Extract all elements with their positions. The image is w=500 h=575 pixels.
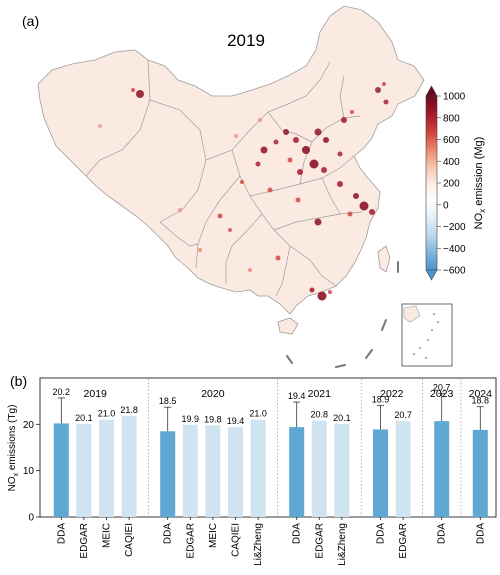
colorbar-tick-label: −400 [443,244,466,255]
x-tick-label: DDA [376,523,387,544]
taiwan-island [377,245,391,273]
panel-a: (a) 2019 [22,5,487,368]
bar-value-label: 21.0 [249,409,267,419]
colorbar-tick-label: −600 [443,266,466,277]
colorbar-max-extend [425,85,438,97]
panel-b: (b) NOx emissions (Tg) 0 10 20 20.2 DDA 20.1 E… [7,373,497,566]
bar-dda-2020 [160,431,176,517]
group-year-label: 2024 [469,388,493,400]
bar-edgar-2021 [311,420,327,517]
colorbar-tick-label: 0 [443,200,449,211]
y-tick-label: 0 [28,513,34,524]
x-tick-label: EDGAR [185,523,196,559]
x-tick-label: MEIC [208,523,219,548]
bar-value-label: 18.8 [472,396,490,406]
bar-value-label: 18.9 [372,394,390,404]
colorbar-ramp [425,95,438,271]
china-mainland [37,5,425,315]
bar-meic-2020 [205,425,221,517]
bar-dda-2022 [373,429,388,517]
colorbar-tick-label: 400 [443,157,460,168]
x-tick-label: DDA [292,523,303,544]
bar-plot-frame [39,377,497,518]
bar-value-label: 20.7 [394,410,412,420]
bar-value-label: 20.1 [333,413,351,423]
x-tick-label: DDA [475,523,486,544]
x-tick-label: CAQIEI [124,523,135,557]
bar-edgar-2022 [395,421,411,517]
bar-edgar-2019 [76,423,92,517]
bar-dda-2024 [472,429,488,517]
bar-caqiei-2020 [228,427,243,517]
panel-a-label: (a) [22,13,39,29]
group-year-label: 2019 [84,388,108,400]
colorbar-min-extend [425,269,438,281]
south-china-sea-dashes [286,261,399,368]
colorbar-tick-label: 800 [443,113,460,124]
x-tick-label: DDA [437,523,448,544]
group-year-label: 2022 [380,388,404,400]
x-tick-label: DDA [56,523,67,544]
y-tick-label: 10 [23,466,35,477]
hainan-island [277,317,299,335]
group-year-label: 2021 [308,388,332,400]
bar-value-label: 19.9 [182,414,200,424]
bar-value-label: 18.5 [159,396,177,406]
south-china-sea-inset [401,303,453,367]
x-tick-label: MEIC [102,523,113,548]
bar-value-label: 20.7 [433,382,451,392]
bar-li-zheng-2021 [334,423,350,517]
group-year-label: 2023 [430,388,454,400]
x-tick-label: Li&Zheng [253,523,264,566]
x-tick-label: EDGAR [398,523,409,559]
x-tick-label: DDA [163,523,174,544]
bar-dda-2019 [53,423,69,517]
x-tick-label: EDGAR [314,523,325,559]
bar-value-label: 21.0 [98,409,116,419]
colorbar-label: NOx emission (Mg) [473,137,487,230]
bar-dda-2023 [434,421,450,517]
bar-value-label: 21.8 [120,405,138,415]
bar-value-label: 20.2 [53,387,71,397]
bar-caqiei-2019 [121,415,137,517]
bar-dda-2021 [289,427,305,517]
colorbar-tick-label: 200 [443,179,460,190]
bar-value-label: 20.8 [311,410,329,420]
bar-value-label: 19.4 [227,416,245,426]
bar-series: 0 10 20 20.2 DDA 20.1 EDGAR 21.0 MEIC 21.8 CAQIEI 2… [23,379,492,566]
bar-value-label: 20.1 [75,413,93,423]
emission-hotspots [98,82,389,301]
map-year-title: 2019 [227,31,265,50]
bar-y-axis-label: NOx emissions (Tg) [7,405,20,492]
province-boundaries [85,59,363,297]
x-tick-label: EDGAR [79,523,90,559]
colorbar-tick-label: 1000 [443,92,466,103]
y-tick-label: 20 [23,420,35,431]
bar-edgar-2020 [182,424,198,517]
panel-b-label: (b) [10,373,27,389]
colorbar-tick-label: 600 [443,135,460,146]
x-tick-label: CAQIEI [231,523,242,557]
group-year-label: 2020 [201,388,225,400]
colorbar: 1000 800 600 400 200 0 −200 −400 −600 NOx emissi… [425,85,487,281]
bar-meic-2019 [99,419,114,517]
bar-value-label: 19.4 [288,391,306,401]
x-tick-label: Li&Zheng [337,523,348,566]
bar-li-zheng-2020 [250,419,266,517]
colorbar-tick-label: −200 [443,222,466,233]
bar-value-label: 19.8 [204,414,222,424]
